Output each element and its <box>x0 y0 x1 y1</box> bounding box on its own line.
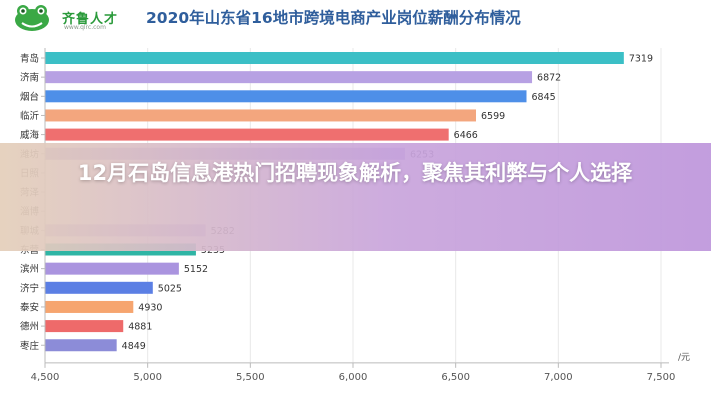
value-label: 6599 <box>481 111 505 122</box>
logo-name: 齐鲁人才 <box>62 12 119 27</box>
bar <box>45 128 449 141</box>
logo-url: www.qlrc.com <box>64 24 106 31</box>
value-label: 4849 <box>122 341 146 352</box>
bar <box>45 109 476 122</box>
category-label: 枣庄 <box>20 340 40 352</box>
banner-title: 12月石岛信息港热门招聘现象解析，聚焦其利弊与个人选择 <box>77 161 633 185</box>
value-label: 6466 <box>454 130 478 141</box>
x-tick-label: 6,000 <box>339 372 368 383</box>
bar <box>45 281 153 294</box>
value-label: 5152 <box>184 264 208 275</box>
x-axis-unit: /元 <box>678 353 690 363</box>
bar <box>45 52 624 64</box>
bar <box>45 71 533 84</box>
x-tick-label: 6,500 <box>441 372 470 383</box>
category-label: 烟台 <box>20 91 39 103</box>
value-label: 4930 <box>138 302 162 313</box>
category-label: 济南 <box>20 72 39 84</box>
category-label: 德州 <box>20 321 39 333</box>
bar <box>45 90 527 103</box>
category-label: 滨州 <box>20 263 39 275</box>
x-tick-label: 5,000 <box>133 372 162 383</box>
x-tick-label: 7,000 <box>544 372 573 383</box>
x-tick-label: 4,500 <box>31 372 60 383</box>
category-label: 威海 <box>20 129 40 141</box>
category-label: 青岛 <box>20 53 39 65</box>
category-label: 临沂 <box>20 110 40 122</box>
chart-title: 2020年山东省16地市跨境电商产业岗位薪酬分布情况 <box>146 9 521 27</box>
value-label: 6845 <box>532 92 556 103</box>
value-label: 5025 <box>158 283 182 294</box>
logo: 齐鲁人才 www.qlrc.com <box>12 3 130 33</box>
value-label: 6872 <box>537 73 561 84</box>
value-label: 4881 <box>128 322 152 333</box>
bar <box>45 320 124 333</box>
bars-layer <box>45 52 624 352</box>
title-banner <box>0 143 711 251</box>
frog-logo-icon <box>15 5 49 31</box>
value-label: 7319 <box>629 54 653 65</box>
axis-layer: 4,500 5,000 5,500 6,000 6,500 7,000 7,500/元 <box>31 48 690 383</box>
bar <box>45 339 117 352</box>
x-tick-label: 5,500 <box>236 372 265 383</box>
x-tick-label: 7,500 <box>647 372 676 383</box>
category-label: 泰安 <box>20 301 39 313</box>
bar <box>45 300 134 313</box>
category-label: 济宁 <box>20 282 39 294</box>
bar <box>45 262 179 275</box>
